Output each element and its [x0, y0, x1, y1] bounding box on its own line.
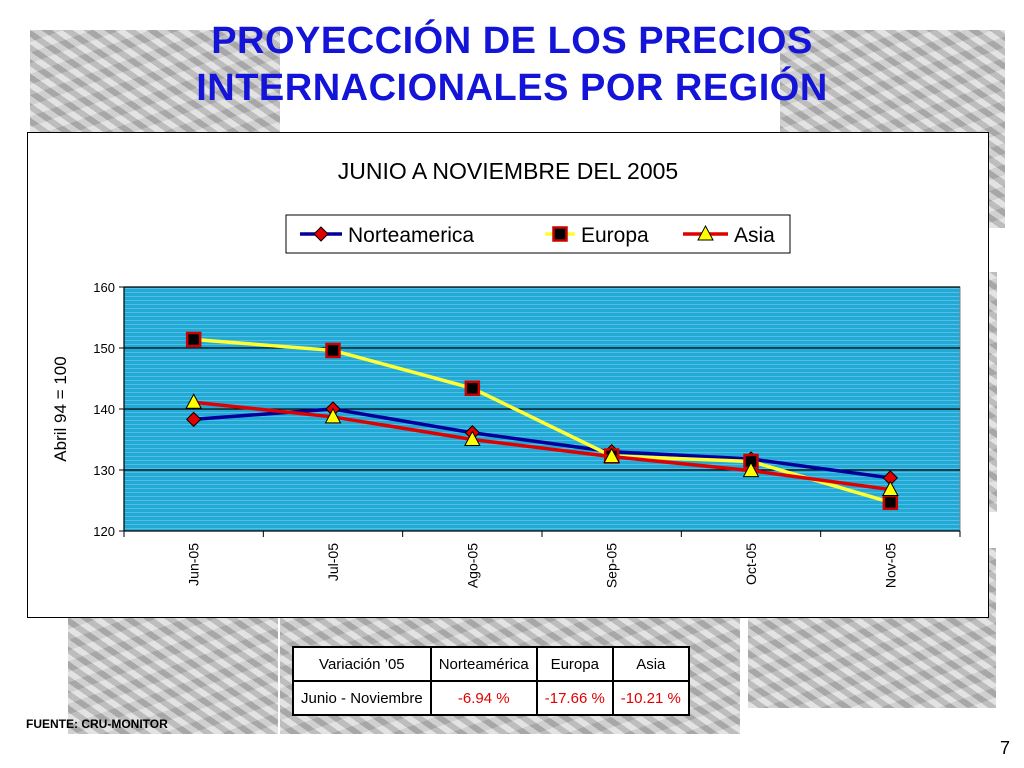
- table-header-cell: Asia: [611, 646, 690, 682]
- background-photo-bottom-left: [68, 616, 278, 734]
- table-header-cell: Europa: [535, 646, 614, 682]
- chart-axes: 120 130 140 150 160 Jun-05 Jul-05 Ago-05 Sep-05 O…: [93, 280, 961, 588]
- source-note: FUENTE: CRU-MONITOR: [26, 717, 168, 731]
- legend-label: Asia: [734, 224, 775, 247]
- data-point-marker: [185, 331, 202, 348]
- y-tick-label: 140: [93, 402, 115, 417]
- y-tick-label: 160: [93, 280, 115, 295]
- series-line: [193, 337, 891, 505]
- series-line: [193, 400, 891, 492]
- data-point-marker: [881, 480, 899, 497]
- background-photo-top-left: [30, 30, 280, 132]
- y-tick-label: 120: [93, 524, 115, 539]
- legend-label: Norteamerica: [348, 224, 474, 247]
- table-row-label: Junio - Noviembre: [292, 680, 432, 716]
- y-axis-label: Abril 94 = 100: [51, 356, 70, 461]
- x-tick-label: Sep-05: [604, 543, 620, 588]
- data-point-marker: [313, 226, 329, 242]
- variation-table: Variación ’05 Norteamérica Europa Asia J…: [292, 646, 690, 716]
- x-tick-label: Oct-05: [743, 543, 759, 585]
- slide-title-line-2: INTERNACIONALES POR REGIÓN: [196, 67, 828, 109]
- data-point-marker: [185, 411, 202, 428]
- slide-title: PROYECCIÓN DE LOS PRECIOS INTERNACIONALE…: [0, 18, 1024, 112]
- series-asia: [185, 393, 899, 497]
- data-point-marker: [325, 342, 341, 359]
- y-tick-label: 130: [93, 463, 115, 478]
- table-cell-europa: -17.66 %: [535, 680, 614, 716]
- data-point-marker: [552, 226, 568, 242]
- data-point-marker: [742, 461, 760, 478]
- series-line: [193, 407, 891, 480]
- slide-title-line-1: PROYECCIÓN DE LOS PRECIOS: [211, 20, 813, 62]
- background-photo-right: [987, 272, 997, 512]
- data-point-marker: [463, 430, 481, 446]
- line-chart: JUNIO A NOVIEMBRE DEL 2005 Norteamerica E…: [51, 158, 961, 588]
- table-cell-asia: -10.21 %: [611, 680, 690, 716]
- x-tick-label: Jun-05: [186, 543, 202, 586]
- series-layer: [185, 331, 899, 511]
- x-tick-label: Nov-05: [882, 543, 898, 588]
- x-tick-label: Ago-05: [464, 543, 480, 588]
- chart-container: JUNIO A NOVIEMBRE DEL 2005 Norteamerica E…: [27, 132, 989, 618]
- table-header-cell: Variación ’05: [292, 646, 432, 682]
- data-point-marker: [464, 380, 481, 397]
- legend-label: Europa: [581, 224, 649, 247]
- data-point-marker: [882, 494, 899, 511]
- table-header-cell: Norteamérica: [429, 646, 538, 682]
- table-header-row: Variación ’05 Norteamérica Europa Asia: [292, 646, 690, 682]
- data-point-marker: [697, 224, 714, 241]
- table-cell-norteamerica: -6.94 %: [429, 680, 538, 716]
- data-point-marker: [185, 393, 203, 409]
- page-number: 7: [999, 738, 1010, 758]
- x-tick-label: Jul-05: [325, 543, 341, 581]
- chart-legend: Norteamerica Europa Asia: [285, 214, 791, 254]
- table-row: Junio - Noviembre -6.94 % -17.66 % -10.2…: [292, 680, 690, 716]
- chart-title: JUNIO A NOVIEMBRE DEL 2005: [338, 158, 678, 184]
- data-point-marker: [603, 447, 621, 464]
- data-point-marker: [324, 407, 342, 424]
- y-tick-label: 150: [93, 341, 115, 356]
